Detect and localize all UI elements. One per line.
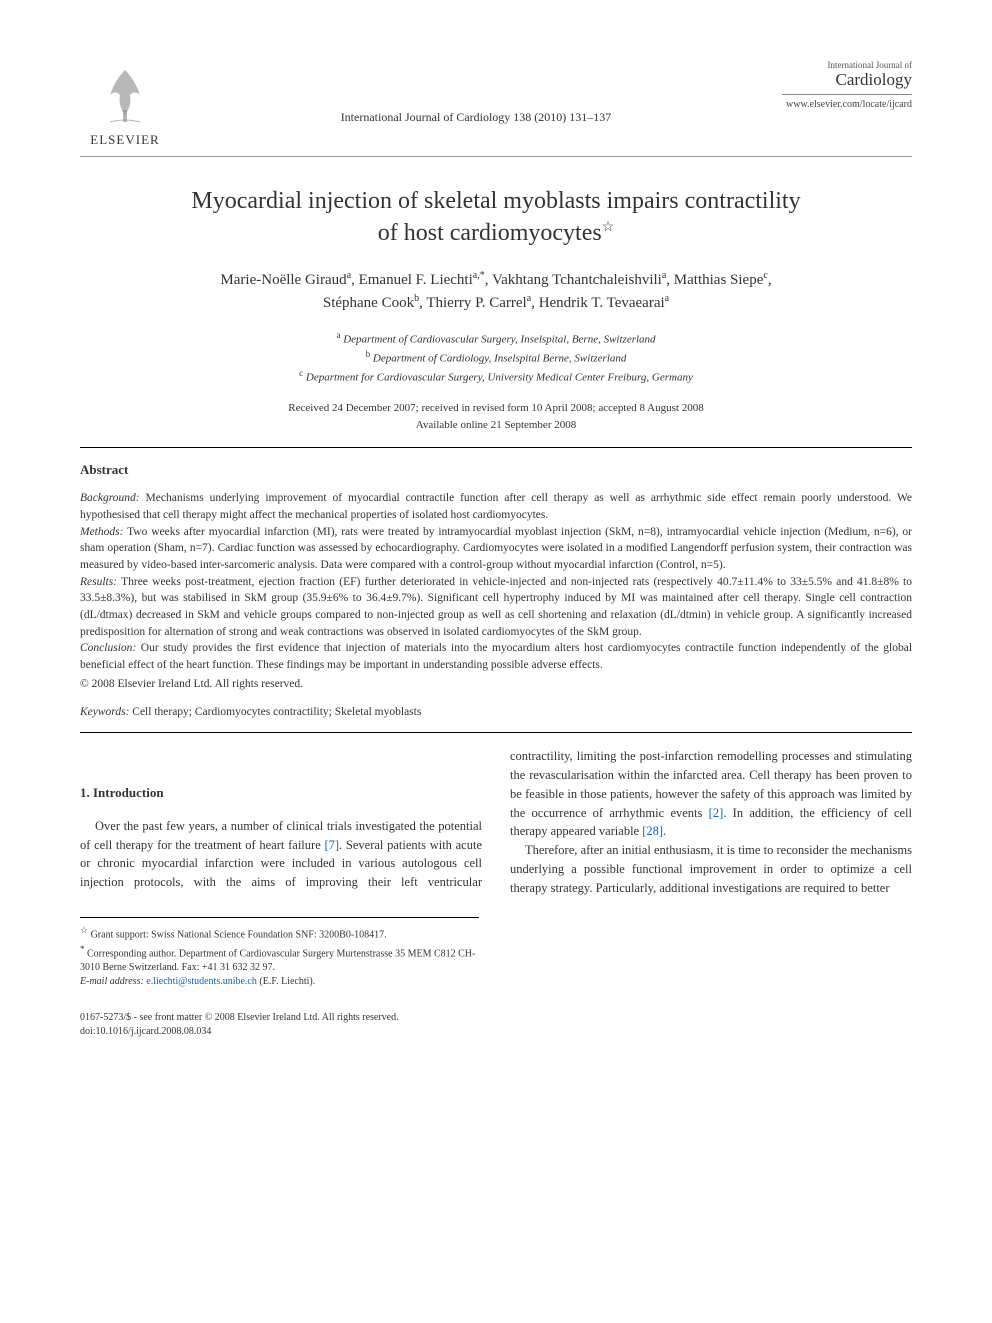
email-label: E-mail address: xyxy=(80,976,144,987)
abstract-background-label: Background: xyxy=(80,492,140,504)
received-date: Received 24 December 2007; received in r… xyxy=(288,402,703,414)
author-aff: a xyxy=(527,293,531,304)
abstract-body: Background: Mechanisms underlying improv… xyxy=(80,490,912,692)
publisher-logo: ELSEVIER xyxy=(80,60,170,148)
title-line1: Myocardial injection of skeletal myoblas… xyxy=(191,188,800,214)
author-aff: b xyxy=(414,293,419,304)
author: Matthias Siepe xyxy=(674,272,764,288)
abstract-heading: Abstract xyxy=(80,462,912,478)
abstract-results-label: Results: xyxy=(80,576,117,588)
journal-badge-top: International Journal of xyxy=(782,60,912,70)
journal-badge: International Journal of Cardiology www.… xyxy=(782,60,912,110)
publisher-name: ELSEVIER xyxy=(90,132,159,148)
author: Vakhtang Tchantchaleishvili xyxy=(492,272,662,288)
title-footnote-star: ☆ xyxy=(602,220,615,235)
intro-text: . xyxy=(663,824,666,838)
keywords-label: Keywords: xyxy=(80,706,129,718)
author: Marie-Noëlle Giraud xyxy=(220,272,346,288)
abstract-conclusion: Our study provides the first evidence th… xyxy=(80,642,912,671)
journal-badge-name: Cardiology xyxy=(782,70,912,95)
author: Emanuel F. Liechti xyxy=(359,272,473,288)
citation-link[interactable]: [2] xyxy=(709,806,724,820)
intro-text: Therefore, after an initial enthusiasm, … xyxy=(510,841,912,897)
journal-reference: International Journal of Cardiology 138 … xyxy=(170,60,782,125)
author: Thierry P. Carrel xyxy=(426,295,526,311)
issn-line: 0167-5273/$ - see front matter © 2008 El… xyxy=(80,1011,912,1025)
citation-link[interactable]: [28] xyxy=(642,824,663,838)
email-link[interactable]: e.liechti@students.unibe.ch xyxy=(146,976,257,987)
affiliations-block: a Department of Cardiovascular Surgery, … xyxy=(80,329,912,386)
header-rule xyxy=(80,156,912,157)
author-aff: c xyxy=(763,270,767,281)
email-person: (E.F. Liechti). xyxy=(259,976,315,987)
elsevier-tree-icon xyxy=(90,60,160,130)
article-dates: Received 24 December 2007; received in r… xyxy=(80,400,912,433)
affiliation: Department for Cardiovascular Surgery, U… xyxy=(306,372,693,384)
abstract-top-rule xyxy=(80,447,912,448)
journal-locate-url[interactable]: www.elsevier.com/locate/ijcard xyxy=(782,99,912,110)
author-aff: a xyxy=(662,270,666,281)
page-header: ELSEVIER International Journal of Cardio… xyxy=(80,60,912,148)
keywords-block: Keywords: Cell therapy; Cardiomyocytes c… xyxy=(80,706,912,718)
title-line2: of host cardiomyocytes xyxy=(378,220,602,246)
author-aff: a xyxy=(665,293,669,304)
grant-footnote: Grant support: Swiss National Science Fo… xyxy=(91,930,387,941)
abstract-bottom-rule xyxy=(80,732,912,733)
footnotes-block: ☆ Grant support: Swiss National Science … xyxy=(80,917,479,989)
author-aff: a xyxy=(347,270,351,281)
abstract-methods: Two weeks after myocardial infarction (M… xyxy=(80,526,912,571)
affiliation: Department of Cardiology, Inselspital Be… xyxy=(373,353,627,365)
corresponding-mark: * xyxy=(480,270,485,281)
abstract-methods-label: Methods: xyxy=(80,526,123,538)
abstract-results: Three weeks post-treatment, ejection fra… xyxy=(80,576,912,638)
doi-line: doi:10.1016/j.ijcard.2008.08.034 xyxy=(80,1025,912,1039)
abstract-background: Mechanisms underlying improvement of myo… xyxy=(80,492,912,521)
affiliation: Department of Cardiovascular Surgery, In… xyxy=(343,333,655,345)
author: Hendrik T. Tevaearai xyxy=(539,295,665,311)
corresponding-footnote: Corresponding author. Department of Card… xyxy=(80,948,475,973)
intro-heading: 1. Introduction xyxy=(80,783,482,803)
author-aff: a, xyxy=(473,270,480,281)
abstract-conclusion-label: Conclusion: xyxy=(80,642,136,654)
online-date: Available online 21 September 2008 xyxy=(416,419,576,431)
article-title: Myocardial injection of skeletal myoblas… xyxy=(80,185,912,250)
citation-link[interactable]: [7] xyxy=(324,838,339,852)
authors-block: Marie-Noëlle Giraud a, Emanuel F. Liechti… xyxy=(80,268,912,315)
body-columns: 1. Introduction Over the past few years,… xyxy=(80,747,912,897)
footer-meta: 0167-5273/$ - see front matter © 2008 El… xyxy=(80,1011,912,1039)
author: Stéphane Cook xyxy=(323,295,414,311)
keywords-text: Cell therapy; Cardiomyocytes contractili… xyxy=(132,706,421,718)
abstract-copyright: © 2008 Elsevier Ireland Ltd. All rights … xyxy=(80,676,912,693)
